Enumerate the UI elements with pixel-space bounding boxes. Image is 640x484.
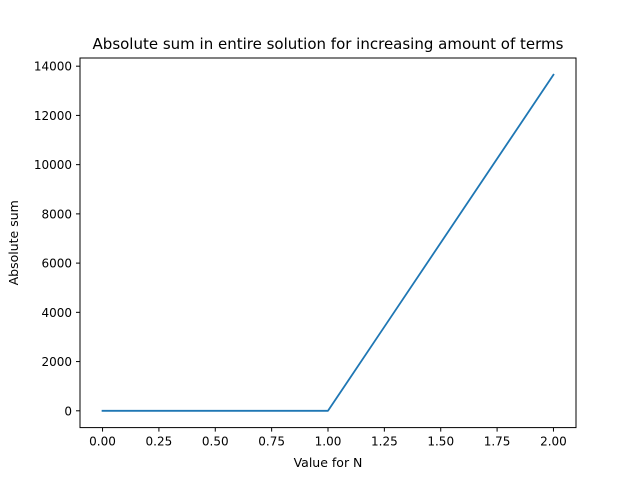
plot-area [80,58,576,428]
y-axis-label: Absolute sum [6,200,21,285]
x-tick-label: 1.75 [484,435,511,449]
x-tick-label: 0.25 [146,435,173,449]
y-tick-label: 6000 [41,257,72,271]
y-tick-label: 10000 [34,158,72,172]
series-layer [101,73,555,412]
y-tick-label: 2000 [41,355,72,369]
y-tick-label: 12000 [34,109,72,123]
x-tick-label: 2.00 [540,435,567,449]
y-tick-label: 4000 [41,306,72,320]
x-tick-label: 1.25 [371,435,398,449]
series-line-0 [101,73,555,412]
ticks-layer: 0.00 0.25 0.50 0.75 1.00 1.25 1.50 1.75 2.00 0 200… [34,60,567,449]
x-tick-label: 0.00 [89,435,116,449]
plot-frame [79,57,577,429]
x-tick-label: 1.00 [315,435,342,449]
y-tick-label: 0 [64,404,72,418]
x-tick-label: 0.50 [202,435,229,449]
y-tick-label: 8000 [41,207,72,221]
x-tick-label: 0.75 [258,435,285,449]
x-tick-label: 1.50 [427,435,454,449]
y-tick-label: 14000 [34,60,72,74]
chart-title: Absolute sum in entire solution for incr… [93,35,564,53]
x-axis-label: Value for N [294,455,363,470]
